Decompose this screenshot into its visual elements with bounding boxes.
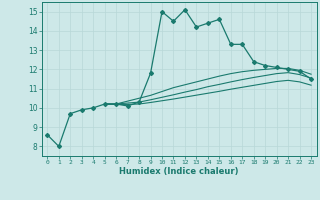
X-axis label: Humidex (Indice chaleur): Humidex (Indice chaleur) — [119, 167, 239, 176]
